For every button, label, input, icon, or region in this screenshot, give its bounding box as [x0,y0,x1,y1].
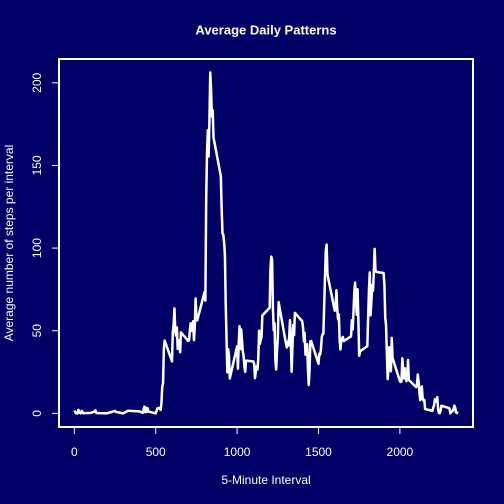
y-axis-label: Average number of steps per interval [2,145,16,342]
y-tick-label: 0 [30,410,44,417]
plot-frame [58,58,474,428]
y-tick-label: 150 [30,155,44,175]
y-tick-label: 50 [30,324,44,338]
x-tick-label: 1000 [224,445,251,459]
x-tick-label: 0 [71,445,78,459]
x-tick-label: 1500 [305,445,332,459]
y-tick-label: 100 [30,238,44,258]
y-tick-label: 200 [30,72,44,92]
data-line [73,71,459,415]
chart-title: Average Daily Patterns [195,22,336,37]
x-tick-label: 2000 [387,445,414,459]
x-tick-label: 500 [146,445,166,459]
x-axis-label: 5-Minute Interval [221,473,310,487]
